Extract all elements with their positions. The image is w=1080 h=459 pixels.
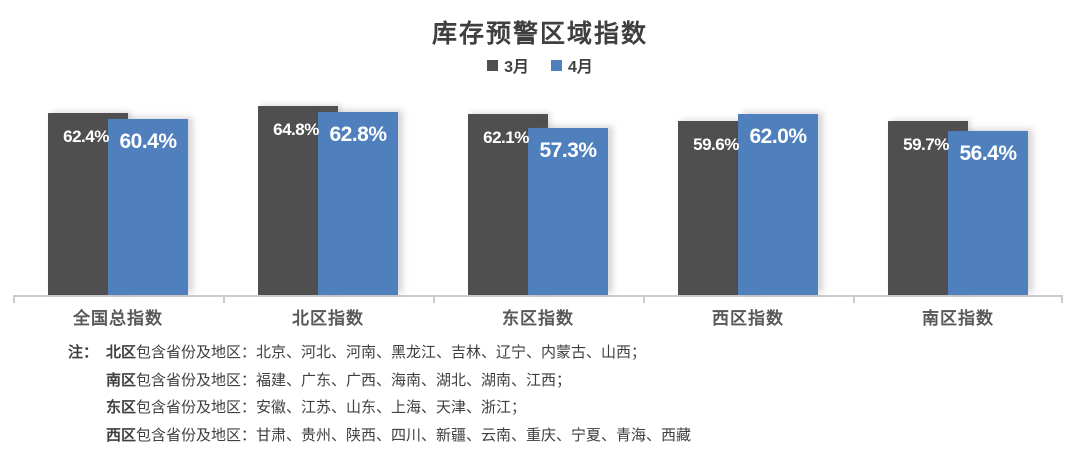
legend: 3月 4月 <box>0 53 1080 77</box>
category-label: 西区指数 <box>712 309 784 328</box>
bar-group: 62.4% 60.4% <box>13 91 223 295</box>
bar-value-label-april: 62.0% <box>749 125 807 149</box>
legend-item-march: 3月 <box>487 53 529 77</box>
bar-april <box>108 118 188 295</box>
axis-tick <box>853 295 855 303</box>
bar-value-label-april: 60.4% <box>119 129 177 153</box>
axis-tick <box>223 295 225 303</box>
bar-value-label-march: 64.8% <box>273 120 319 140</box>
note-line: 西区 包含省份及地区：甘肃、贵州、陕西、四川、新疆、云南、重庆、宁夏、青海、西藏 <box>68 422 691 450</box>
bar-group: 62.1% 57.3% <box>433 91 643 295</box>
note-line: 南区 包含省份及地区：福建、广东、广西、海南、湖北、湖南、江西； <box>68 367 691 395</box>
bar-value-label-march: 59.7% <box>903 135 949 155</box>
bar-value-label-april: 57.3% <box>539 139 597 162</box>
category-label: 北区指数 <box>292 309 364 328</box>
note-prefix <box>68 422 106 450</box>
chart-title: 库存预警区域指数 <box>431 20 648 48</box>
legend-march-swatch-icon <box>487 59 499 71</box>
bar-april <box>738 114 818 295</box>
note-region-label: 北区 <box>106 344 137 361</box>
note-text: 包含省份及地区：福建、广东、广西、海南、湖北、湖南、江西； <box>136 371 572 389</box>
note-region-label: 南区 <box>106 371 137 389</box>
legend-april-label: 4月 <box>568 59 593 76</box>
note-prefix: 注： <box>68 344 99 361</box>
note-text: 包含省份及地区：安徽、江苏、山东、上海、天津、浙江； <box>136 399 527 416</box>
note-line: 东区 包含省份及地区：安徽、江苏、山东、上海、天津、浙江； <box>68 394 691 422</box>
category-label: 南区指数 <box>922 309 994 328</box>
note-region-label: 西区 <box>106 426 137 444</box>
axis-tick <box>13 295 15 303</box>
bar-value-label-april: 62.8% <box>329 122 387 146</box>
axis-tick <box>1061 295 1063 303</box>
bar-value-label-march: 62.1% <box>483 128 529 148</box>
category-label: 全国总指数 <box>73 309 163 328</box>
legend-item-april: 4月 <box>551 53 593 77</box>
bar-group: 59.7% 56.4% <box>853 91 1063 295</box>
note-prefix <box>68 367 106 395</box>
note-text: 包含省份及地区：甘肃、贵州、陕西、四川、新疆、云南、重庆、宁夏、青海、西藏 <box>136 426 692 444</box>
note-text: 包含省份及地区：北京、河北、河南、黑龙江、吉林、辽宁、内蒙古、山西； <box>136 344 647 361</box>
note-prefix <box>68 394 106 422</box>
axis-tick <box>643 295 645 303</box>
x-axis-line <box>13 295 1063 297</box>
bar-april <box>528 128 608 295</box>
note-line: 注： 北区 包含省份及地区：北京、河北、河南、黑龙江、吉林、辽宁、内蒙古、山西； <box>68 339 691 367</box>
legend-march-label: 3月 <box>504 59 529 76</box>
note-region-label: 东区 <box>106 399 137 416</box>
category-axis: 全国总指数 北区指数 东区指数 西区指数 南区指数 <box>13 304 1063 329</box>
footnotes: 注： 北区 包含省份及地区：北京、河北、河南、黑龙江、吉林、辽宁、内蒙古、山西； 南区… <box>68 339 691 449</box>
bar-group: 64.8% 62.8% <box>223 91 433 295</box>
bar-april <box>318 111 398 295</box>
bar-value-label-march: 62.4% <box>63 127 109 147</box>
bar-value-label-march: 59.6% <box>693 135 739 155</box>
category-label: 东区指数 <box>502 309 574 328</box>
bar-april <box>948 130 1028 295</box>
legend-april-swatch-icon <box>551 59 562 71</box>
plot-area: 62.4% 60.4% 64.8% 62.8% 62.1% 57.3% 59.6% 62.0%… <box>13 91 1063 295</box>
bar-group: 59.6% 62.0% <box>643 91 853 295</box>
bar-value-label-april: 56.4% <box>959 141 1017 165</box>
axis-tick <box>433 295 435 303</box>
